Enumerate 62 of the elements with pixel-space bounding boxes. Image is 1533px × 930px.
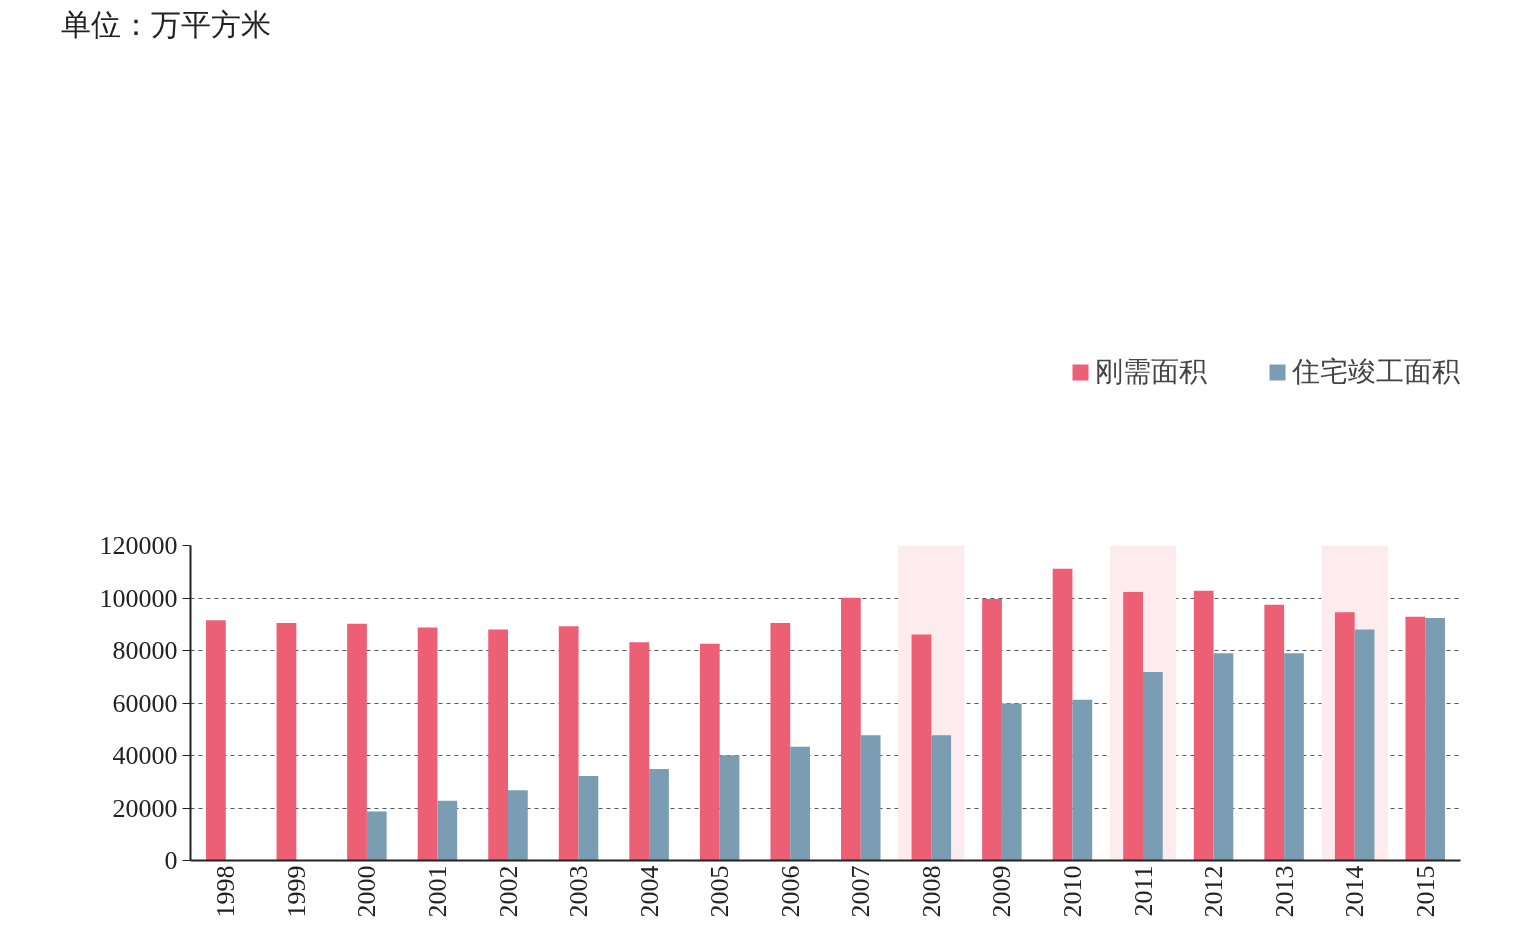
bar [1052, 568, 1073, 861]
bar [437, 800, 458, 861]
bar [719, 755, 740, 861]
bar [206, 620, 226, 861]
bar [347, 623, 367, 861]
x-tick-label: 2007 [846, 865, 876, 918]
y-tick-label: 40000 [112, 741, 178, 770]
bar [860, 735, 881, 861]
bar [931, 735, 952, 861]
bar [649, 768, 669, 861]
x-tick-label: 2006 [775, 865, 805, 918]
x-tick-label: 2008 [916, 865, 946, 918]
x-tick-label: 2001 [422, 865, 452, 918]
x-tick-label: 2012 [1199, 865, 1229, 918]
bar [366, 811, 387, 861]
x-tick-label: 2014 [1340, 865, 1370, 918]
bar [1425, 617, 1445, 861]
y-tick-label: 120000 [99, 531, 178, 560]
x-tick-label: 2005 [705, 865, 735, 918]
bar [982, 599, 1002, 861]
x-tick-label: 2010 [1057, 865, 1087, 918]
bar [1143, 672, 1163, 861]
bar [1405, 616, 1426, 861]
x-tick-label: 2009 [987, 865, 1017, 918]
bar [1001, 703, 1022, 861]
legend-label: 住宅竣工面积 [1292, 355, 1460, 389]
x-tick-label: 1998 [211, 865, 241, 918]
bar [629, 642, 650, 861]
bar [1072, 699, 1093, 861]
x-tick-label: 2003 [564, 865, 594, 918]
text: 单位：万平方米 [60, 7, 271, 41]
bar [1334, 612, 1355, 861]
bar [841, 597, 861, 861]
y-tick-label: 80000 [112, 636, 178, 665]
x-tick-label: 1999 [281, 865, 311, 918]
x-tick-label: 2002 [493, 865, 523, 918]
y-tick-label: 100000 [99, 583, 178, 613]
bar [417, 627, 438, 861]
bar [1123, 591, 1143, 861]
bar [578, 775, 599, 861]
bar [508, 790, 528, 861]
y-tick-label: 60000 [112, 688, 178, 718]
x-tick-label: 2015 [1410, 865, 1440, 918]
legend-label: 刚需面积 [1095, 355, 1207, 389]
y-tick-label: 0 [164, 846, 178, 875]
bar [558, 626, 579, 861]
x-tick-label: 2000 [352, 865, 382, 918]
x-tick-label: 2011 [1128, 865, 1158, 917]
x-tick-label: 2004 [634, 865, 664, 918]
bar [1284, 653, 1304, 861]
bar [276, 622, 297, 861]
bar [1213, 653, 1234, 861]
y-tick-label: 20000 [112, 793, 178, 823]
bar [770, 622, 791, 861]
bar [1264, 604, 1285, 861]
bar [790, 746, 810, 861]
bar [699, 643, 720, 861]
x-tick-label: 2013 [1269, 865, 1299, 918]
bar [1193, 590, 1214, 861]
bar [1354, 629, 1375, 861]
bar [911, 634, 932, 861]
bar [488, 629, 508, 861]
